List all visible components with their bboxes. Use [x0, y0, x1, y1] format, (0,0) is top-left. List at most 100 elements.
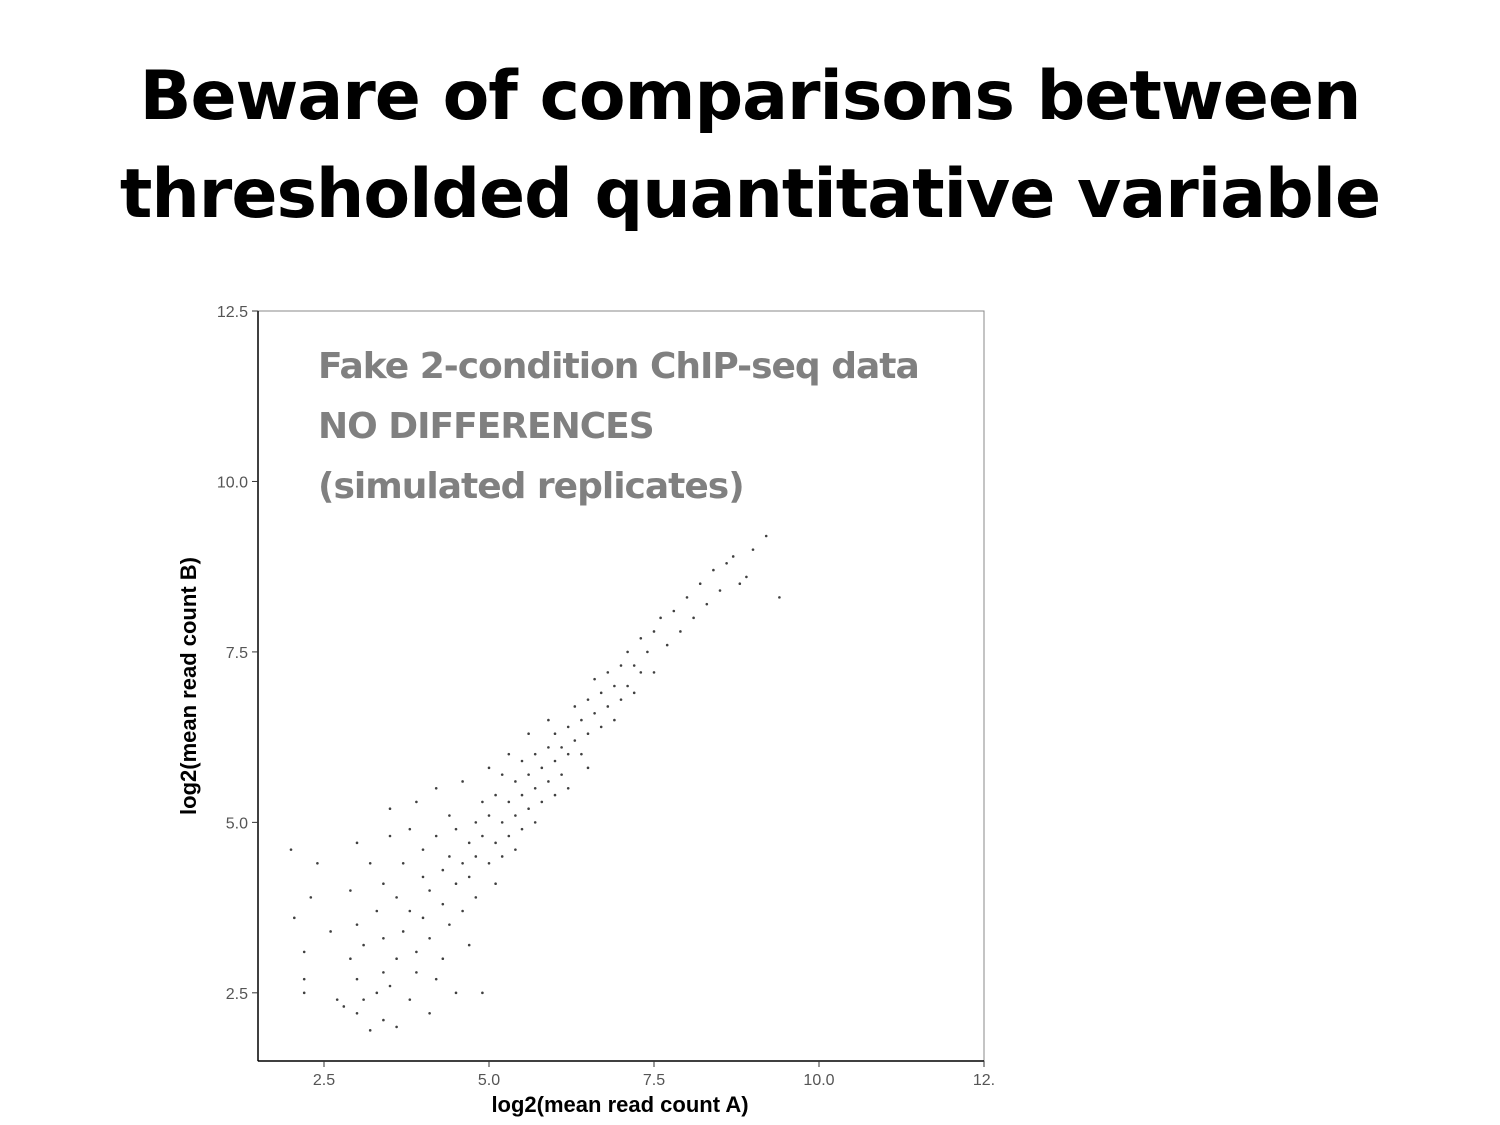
data-point: [619, 698, 623, 701]
data-point: [593, 677, 596, 681]
data-point: [514, 814, 517, 817]
data-point: [302, 977, 306, 981]
data-point: [652, 630, 656, 633]
data-point: [540, 800, 544, 804]
x-tick-label: 10.0: [803, 1072, 834, 1089]
data-point: [679, 630, 682, 633]
data-point: [474, 855, 478, 858]
data-point: [606, 705, 610, 708]
data-point: [580, 718, 583, 722]
data-point: [355, 841, 359, 845]
data-point: [454, 827, 458, 831]
data-point: [547, 780, 550, 783]
data-point: [520, 827, 524, 831]
data-point: [441, 902, 445, 906]
data-point: [421, 875, 425, 879]
data-point: [639, 636, 643, 640]
data-point: [494, 882, 497, 886]
data-point: [507, 752, 511, 756]
data-point: [415, 800, 418, 804]
data-point: [309, 896, 313, 899]
y-axis-title: log2(mean read count B): [176, 557, 201, 815]
data-point: [302, 950, 306, 954]
data-point: [533, 821, 537, 824]
data-point: [725, 561, 728, 565]
data-point: [547, 746, 550, 749]
data-point: [342, 1005, 346, 1008]
x-axis-ticks: 2.5 5.0 7.5 10.0 12.: [313, 1061, 995, 1089]
data-point: [382, 1018, 385, 1022]
data-point: [487, 861, 491, 865]
data-point: [665, 643, 669, 647]
y-tick-label: 2.5: [226, 986, 248, 1003]
data-point: [395, 896, 398, 899]
data-point: [388, 834, 392, 838]
data-point: [454, 991, 458, 995]
data-point: [467, 943, 471, 947]
data-point: [751, 548, 755, 551]
data-point: [349, 957, 352, 961]
data-point: [619, 664, 623, 667]
data-point: [467, 875, 471, 879]
data-point: [514, 780, 517, 783]
data-point: [613, 684, 616, 688]
y-axis-ticks: 2.5 5.0 7.5 10.0 12.5: [217, 304, 258, 1003]
data-point: [474, 896, 478, 899]
data-point: [553, 759, 557, 763]
data-point: [639, 671, 643, 674]
slide-title-line: thresholded quantitative variable: [119, 155, 1381, 234]
data-point: [553, 793, 557, 797]
data-point: [500, 821, 504, 824]
data-point: [401, 930, 405, 933]
data-point: [421, 916, 425, 920]
data-point: [494, 841, 497, 845]
data-point: [448, 855, 451, 858]
data-point: [566, 786, 570, 790]
y-tick-label: 12.5: [217, 304, 248, 321]
data-point: [401, 861, 405, 865]
data-point: [428, 889, 431, 892]
data-point: [355, 1011, 359, 1015]
data-point: [474, 821, 478, 824]
y-tick-label: 5.0: [226, 815, 248, 832]
data-point: [441, 957, 445, 961]
data-point: [540, 766, 544, 770]
x-tick-label: 12.: [973, 1072, 995, 1089]
data-point: [428, 1011, 431, 1015]
data-point: [593, 711, 596, 715]
data-point: [382, 882, 385, 886]
data-point: [586, 766, 590, 770]
data-point: [778, 596, 781, 599]
data-point: [712, 568, 715, 572]
data-point: [507, 800, 511, 804]
data-point: [580, 752, 583, 756]
data-point: [731, 555, 735, 558]
data-point: [560, 746, 563, 749]
data-point: [606, 671, 610, 674]
slide-title-line: Beware of comparisons between: [139, 57, 1362, 136]
data-point: [527, 773, 530, 776]
data-point: [289, 848, 293, 851]
data-point: [329, 930, 332, 933]
data-point: [626, 684, 629, 688]
data-point: [355, 923, 359, 926]
data-point: [388, 807, 392, 811]
data-point: [685, 596, 689, 599]
x-axis-title: log2(mean read count A): [491, 1092, 748, 1117]
data-point: [764, 534, 768, 538]
annotation-line-3: (simulated replicates): [318, 466, 744, 507]
data-point: [659, 616, 662, 620]
data-point: [382, 971, 385, 974]
data-point: [388, 984, 392, 988]
data-point: [527, 732, 530, 736]
data-point: [632, 664, 636, 667]
data-point: [481, 834, 484, 838]
data-point: [448, 923, 451, 926]
y-tick-label: 10.0: [217, 474, 248, 491]
points-layer: [289, 534, 781, 1032]
data-point: [408, 998, 412, 1001]
data-point: [461, 861, 464, 865]
data-point: [481, 800, 484, 804]
data-point: [672, 609, 676, 613]
